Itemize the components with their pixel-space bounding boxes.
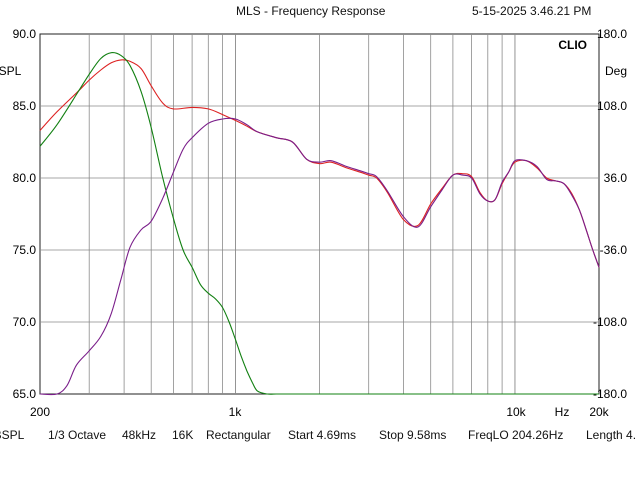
status-window: Rectangular [206, 428, 271, 442]
x-axis-labels: 200 1k 10k Hz 20k [30, 405, 610, 419]
y-tick-label: 80.0 [13, 171, 37, 185]
left-axis-unit: dBSPL [0, 64, 22, 78]
status-sample-rate: 48kHz [122, 428, 157, 442]
x-tick-label: 1k [229, 405, 243, 419]
series-line-3 [39, 117, 600, 396]
status-freq-lo: FreqLO 204.26Hz [468, 428, 564, 442]
y-tick-label: 90.0 [13, 27, 37, 41]
status-smoothing: 1/3 Octave [48, 428, 107, 442]
status-start: Start 4.69ms [288, 428, 357, 442]
y2-tick-label: -180.0 [593, 387, 627, 401]
left-axis-labels: 90.0 85.0 80.0 75.0 70.0 65.0 [13, 27, 37, 401]
grid [40, 34, 599, 394]
x-tick-label: 10k [506, 405, 526, 419]
window-title: MLS - Frequency Response [236, 4, 386, 18]
y2-tick-label: 108.0 [597, 99, 627, 113]
y-tick-label: 75.0 [13, 243, 37, 257]
right-axis-labels: 180.0 108.0 36.0 -36.0 -108.0 -180.0 [593, 27, 627, 401]
y2-tick-label: 36.0 [604, 171, 628, 185]
curves [39, 52, 600, 396]
status-size: 16K [172, 428, 194, 442]
status-stop: Stop 9.58ms [379, 428, 447, 442]
x-tick-label: 200 [30, 405, 50, 419]
timestamp: 5-15-2025 3.46.21 PM [472, 4, 592, 18]
brand-label: CLIO [558, 38, 587, 52]
right-axis-unit: Deg [605, 64, 627, 78]
y2-tick-label: -36.0 [600, 243, 628, 257]
series-line-2 [39, 52, 599, 395]
y-tick-label: 85.0 [13, 99, 37, 113]
status-unit: dBSPL [0, 428, 25, 442]
series-line-1 [39, 59, 600, 268]
y2-tick-label: -108.0 [593, 315, 627, 329]
y-tick-label: 70.0 [13, 315, 37, 329]
y2-tick-label: 180.0 [597, 27, 627, 41]
y-tick-label: 65.0 [13, 387, 37, 401]
x-tick-label: Hz [555, 405, 570, 419]
x-tick-label: 20k [589, 405, 609, 419]
status-length: Length 4. [586, 428, 637, 442]
